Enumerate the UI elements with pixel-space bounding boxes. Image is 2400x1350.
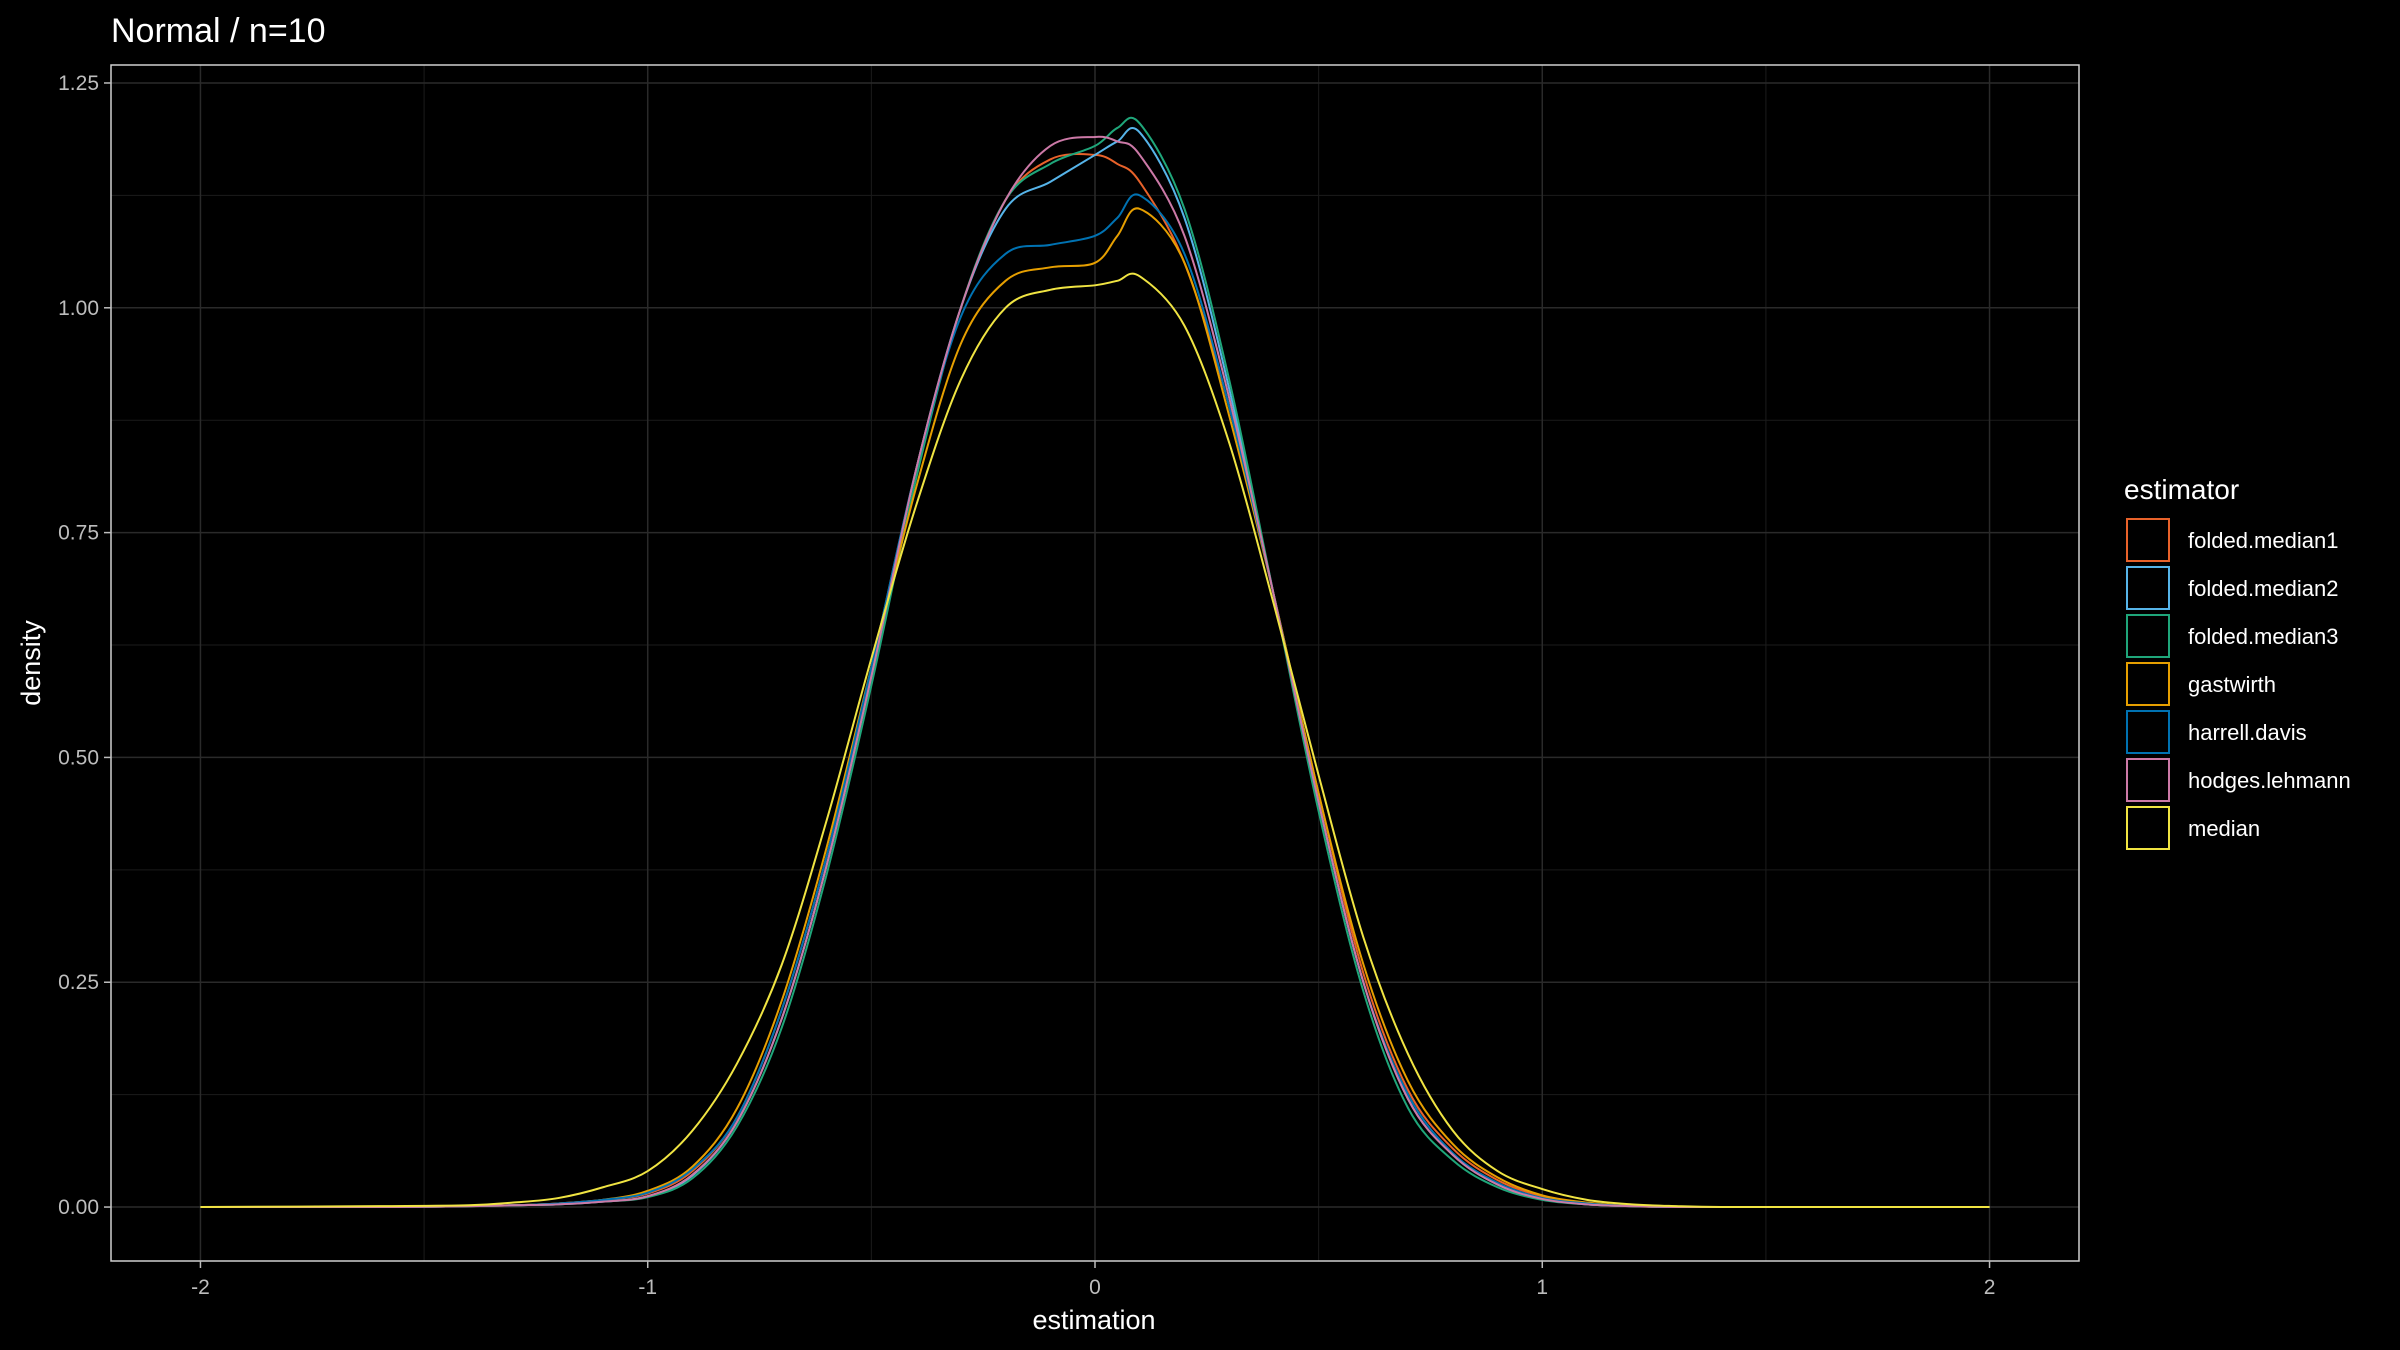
x-axis-ticks: -2 -1 0 1 2 [191,1261,1995,1299]
legend-key [2126,758,2170,802]
legend-label: folded.median2 [2188,576,2338,601]
legend-item-gastwirth: gastwirth [2126,662,2276,706]
x-tick-label: 2 [1984,1276,1996,1299]
y-tick-label: 0.25 [58,971,99,994]
y-tick-label: 0.75 [58,522,99,545]
legend-key [2126,518,2170,562]
chart-title: Normal / n=10 [111,12,326,50]
legend-item-harrell-davis: harrell.davis [2126,710,2307,754]
grid-major [111,65,2079,1261]
y-tick-label: 0.50 [58,746,99,769]
legend-item-folded-median3: folded.median3 [2126,614,2338,658]
legend-label: harrell.davis [2188,720,2307,745]
y-tick-label: 0.00 [58,1196,99,1219]
x-tick-label: -1 [638,1276,657,1299]
legend-label: gastwirth [2188,672,2276,697]
y-axis-ticks: 0.00 0.25 0.50 0.75 1.00 1.25 [58,72,111,1219]
legend-item-folded-median1: folded.median1 [2126,518,2338,562]
legend-key [2126,566,2170,610]
x-tick-label: -2 [191,1276,210,1299]
legend-key [2126,662,2170,706]
x-tick-label: 1 [1536,1276,1548,1299]
legend-key [2126,806,2170,850]
legend-label: hodges.lehmann [2188,768,2351,793]
legend-item-median: median [2126,806,2260,850]
y-tick-label: 1.25 [58,72,99,95]
legend-key [2126,710,2170,754]
legend-label: folded.median1 [2188,528,2338,553]
legend-key [2126,614,2170,658]
y-axis-title: density [16,620,46,706]
legend-item-hodges-lehmann: hodges.lehmann [2126,758,2351,802]
legend: folded.median1 folded.median2 folded.media… [2126,518,2351,850]
legend-label: median [2188,816,2260,841]
y-tick-label: 1.00 [58,297,99,320]
series-line-hodges-lehmann [200,135,1990,1209]
legend-title: estimator [2124,474,2239,505]
legend-item-folded-median2: folded.median2 [2126,566,2338,610]
x-axis-title: estimation [1032,1305,1155,1335]
series-layer [200,116,1990,1209]
series-line-gastwirth [200,207,1990,1209]
x-tick-label: 0 [1089,1276,1101,1299]
series-line-median [200,272,1990,1209]
legend-label: folded.median3 [2188,624,2338,649]
